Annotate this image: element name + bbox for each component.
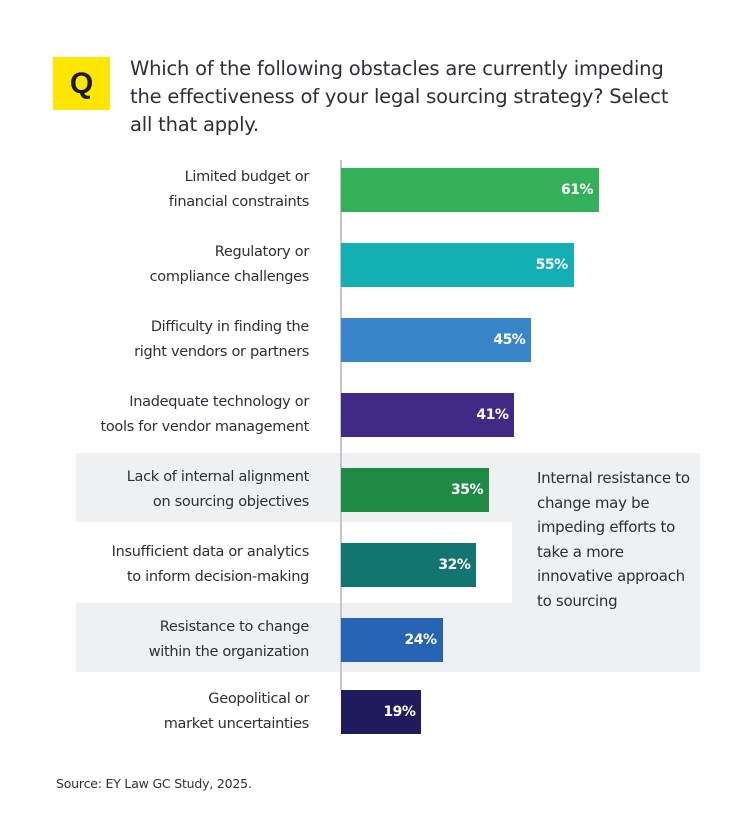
bar-value-label: 55% (535, 257, 569, 273)
category-label-line: Resistance to change (159, 619, 310, 635)
category-label-line: market uncertainties (163, 716, 310, 732)
category-label-line: Regulatory or (214, 244, 310, 260)
category-label-line: Lack of internal alignment (126, 469, 310, 485)
category-label: Insufficient data or analytics to inform … (9, 540, 310, 590)
bar-value-label: 41% (476, 407, 509, 423)
bar-value-label: 24% (404, 632, 438, 648)
category-label-line: on sourcing objectives (152, 494, 309, 510)
bar-value-label: 19% (383, 704, 416, 720)
bar-value-label: 35% (451, 482, 484, 498)
category-label: Difficulty in finding the right vendors o… (9, 315, 309, 365)
bar-value-label: 32% (438, 557, 471, 573)
bar: 24% (341, 618, 443, 662)
category-label: Lack of internal alignment on sourcing ob… (9, 465, 310, 515)
category-label: Inadequate technology or tools for vendor… (9, 390, 309, 440)
bar: 35% (341, 468, 490, 512)
category-label: Resistance to change within the organizat… (9, 615, 310, 665)
category-label-line: Inadequate technology or (129, 394, 309, 410)
category-label-line: Insufficient data or analytics (111, 544, 310, 560)
question-title: Which of the following obstacles are cur… (130, 57, 669, 136)
bar: 45% (341, 318, 532, 362)
category-label-line: Geopolitical or (208, 691, 309, 707)
bar: 55% (341, 243, 574, 287)
bar: 41% (341, 393, 515, 437)
category-label-line: to inform decision-making (126, 569, 309, 585)
bar-value-label: 61% (561, 182, 594, 198)
source-note: Source: EY Law GC Study, 2025. (56, 776, 252, 791)
category-label-line: within the organization (148, 644, 310, 660)
category-label: Regulatory or compliance challenges (9, 240, 310, 290)
category-label-line: right vendors or partners (134, 344, 309, 360)
question-badge: Q (53, 57, 110, 110)
category-label-line: compliance challenges (149, 269, 310, 285)
category-label: Geopolitical or market uncertainties (9, 687, 310, 737)
bar-value-label: 45% (493, 332, 526, 348)
bar: 61% (341, 168, 600, 212)
category-label-line: Limited budget or (184, 169, 310, 185)
bar: 32% (341, 543, 477, 587)
category-label-line: financial constraints (168, 194, 310, 210)
callout-text: Internal resistance to change may be imp… (537, 469, 690, 610)
category-label: Limited budget or financial constraints (9, 165, 310, 215)
category-label-line: tools for vendor management (100, 419, 309, 435)
category-label-line: Difficulty in finding the (150, 319, 309, 335)
bar: 19% (341, 690, 422, 734)
